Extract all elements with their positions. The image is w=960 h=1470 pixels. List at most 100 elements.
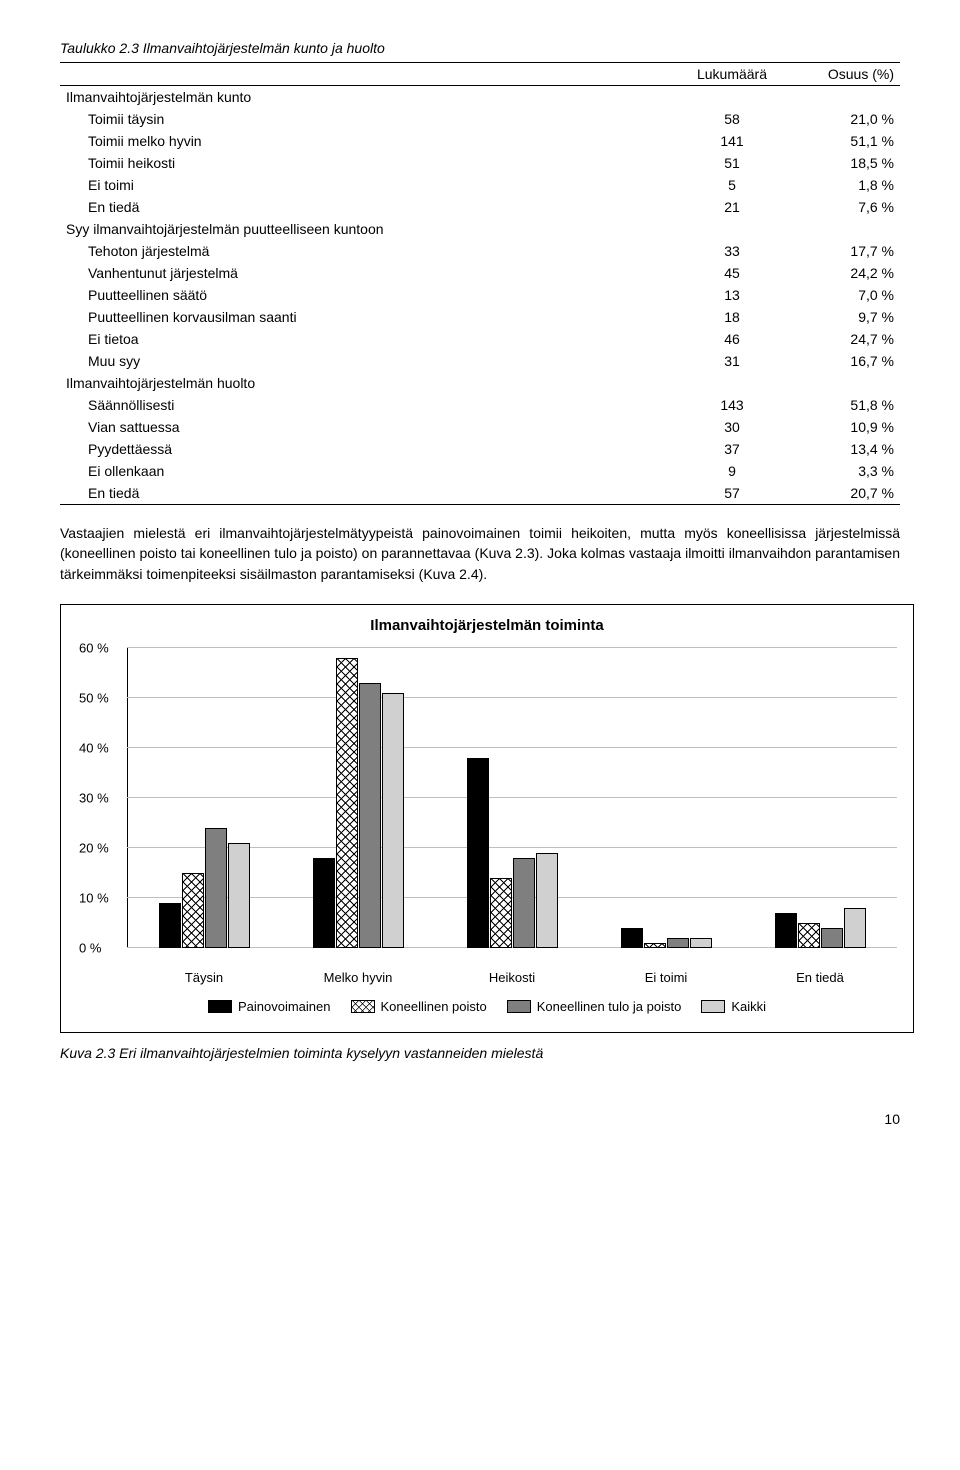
row-label: Ei tietoa — [60, 328, 676, 350]
row-count: 30 — [676, 416, 788, 438]
bar — [821, 928, 843, 948]
row-pct: 10,9 % — [788, 416, 900, 438]
section-title: Syy ilmanvaihtojärjestelmän puutteellise… — [60, 218, 900, 240]
row-pct: 13,4 % — [788, 438, 900, 460]
row-label: Toimii heikosti — [60, 152, 676, 174]
row-label: Puutteellinen säätö — [60, 284, 676, 306]
table-header-blank — [60, 63, 676, 86]
bar — [313, 858, 335, 948]
section-title: Ilmanvaihtojärjestelmän huolto — [60, 372, 900, 394]
x-axis-labels: TäysinMelko hyvinHeikostiEi toimiEn tied… — [127, 970, 897, 985]
bar-group — [743, 648, 897, 948]
chart-title: Ilmanvaihtojärjestelmän toiminta — [77, 617, 897, 634]
row-count: 18 — [676, 306, 788, 328]
row-label: Ei toimi — [60, 174, 676, 196]
row-pct: 16,7 % — [788, 350, 900, 372]
row-pct: 17,7 % — [788, 240, 900, 262]
row-label: Vanhentunut järjestelmä — [60, 262, 676, 284]
legend-item: Koneellinen poisto — [351, 999, 487, 1014]
bar — [205, 828, 227, 948]
row-count: 31 — [676, 350, 788, 372]
legend-item: Koneellinen tulo ja poisto — [507, 999, 682, 1014]
legend-label: Kaikki — [731, 999, 766, 1014]
page-number: 10 — [60, 1111, 900, 1127]
bar — [621, 928, 643, 948]
table-header-count: Lukumäärä — [676, 63, 788, 86]
y-tick-label: 60 % — [79, 640, 109, 655]
row-count: 46 — [676, 328, 788, 350]
row-count: 33 — [676, 240, 788, 262]
row-pct: 9,7 % — [788, 306, 900, 328]
section-title: Ilmanvaihtojärjestelmän kunto — [60, 86, 900, 109]
data-table: LukumääräOsuus (%)Ilmanvaihtojärjestelmä… — [60, 62, 900, 505]
bar — [844, 908, 866, 948]
bar — [513, 858, 535, 948]
row-count: 141 — [676, 130, 788, 152]
x-tick-label: Melko hyvin — [281, 970, 435, 985]
bar-group — [589, 648, 743, 948]
bar — [690, 938, 712, 948]
legend-item: Kaikki — [701, 999, 766, 1014]
bar — [382, 693, 404, 948]
row-label: En tiedä — [60, 482, 676, 505]
x-tick-label: Täysin — [127, 970, 281, 985]
bar — [536, 853, 558, 948]
legend-item: Painovoimainen — [208, 999, 331, 1014]
bar — [775, 913, 797, 948]
row-count: 58 — [676, 108, 788, 130]
row-label: Muu syy — [60, 350, 676, 372]
row-count: 13 — [676, 284, 788, 306]
row-count: 45 — [676, 262, 788, 284]
legend-swatch — [351, 1000, 375, 1013]
row-pct: 3,3 % — [788, 460, 900, 482]
body-paragraph: Vastaajien mielestä eri ilmanvaihtojärje… — [60, 523, 900, 584]
y-tick-label: 10 % — [79, 890, 109, 905]
table-title: Taulukko 2.3 Ilmanvaihtojärjestelmän kun… — [60, 40, 900, 56]
legend-label: Koneellinen tulo ja poisto — [537, 999, 682, 1014]
legend-label: Koneellinen poisto — [381, 999, 487, 1014]
row-pct: 24,7 % — [788, 328, 900, 350]
legend-swatch — [701, 1000, 725, 1013]
bar — [798, 923, 820, 948]
bar — [159, 903, 181, 948]
legend-swatch — [208, 1000, 232, 1013]
legend-label: Painovoimainen — [238, 999, 331, 1014]
chart-legend: Painovoimainen Koneellinen poisto Koneelli… — [77, 999, 897, 1014]
row-count: 37 — [676, 438, 788, 460]
x-tick-label: Heikosti — [435, 970, 589, 985]
x-tick-label: En tiedä — [743, 970, 897, 985]
bar — [336, 658, 358, 948]
y-tick-label: 50 % — [79, 690, 109, 705]
chart-container: Ilmanvaihtojärjestelmän toiminta 0 % 10 %… — [60, 604, 914, 1033]
row-label: Toimii melko hyvin — [60, 130, 676, 152]
row-pct: 21,0 % — [788, 108, 900, 130]
bar-group — [127, 648, 281, 948]
bar-group — [435, 648, 589, 948]
row-label: Tehoton järjestelmä — [60, 240, 676, 262]
y-tick-label: 0 % — [79, 940, 101, 955]
x-tick-label: Ei toimi — [589, 970, 743, 985]
row-count: 51 — [676, 152, 788, 174]
legend-swatch — [507, 1000, 531, 1013]
bar — [182, 873, 204, 948]
row-label: Vian sattuessa — [60, 416, 676, 438]
bar-groups — [127, 648, 897, 948]
bar-group — [281, 648, 435, 948]
row-count: 21 — [676, 196, 788, 218]
y-tick-label: 30 % — [79, 790, 109, 805]
row-count: 143 — [676, 394, 788, 416]
bar — [644, 943, 666, 948]
row-label: En tiedä — [60, 196, 676, 218]
bar — [490, 878, 512, 948]
y-tick-label: 20 % — [79, 840, 109, 855]
row-pct: 24,2 % — [788, 262, 900, 284]
bar — [667, 938, 689, 948]
y-tick-label: 40 % — [79, 740, 109, 755]
row-label: Puutteellinen korvausilman saanti — [60, 306, 676, 328]
bar — [467, 758, 489, 948]
row-count: 9 — [676, 460, 788, 482]
row-pct: 20,7 % — [788, 482, 900, 505]
bar — [228, 843, 250, 948]
row-label: Toimii täysin — [60, 108, 676, 130]
row-count: 5 — [676, 174, 788, 196]
